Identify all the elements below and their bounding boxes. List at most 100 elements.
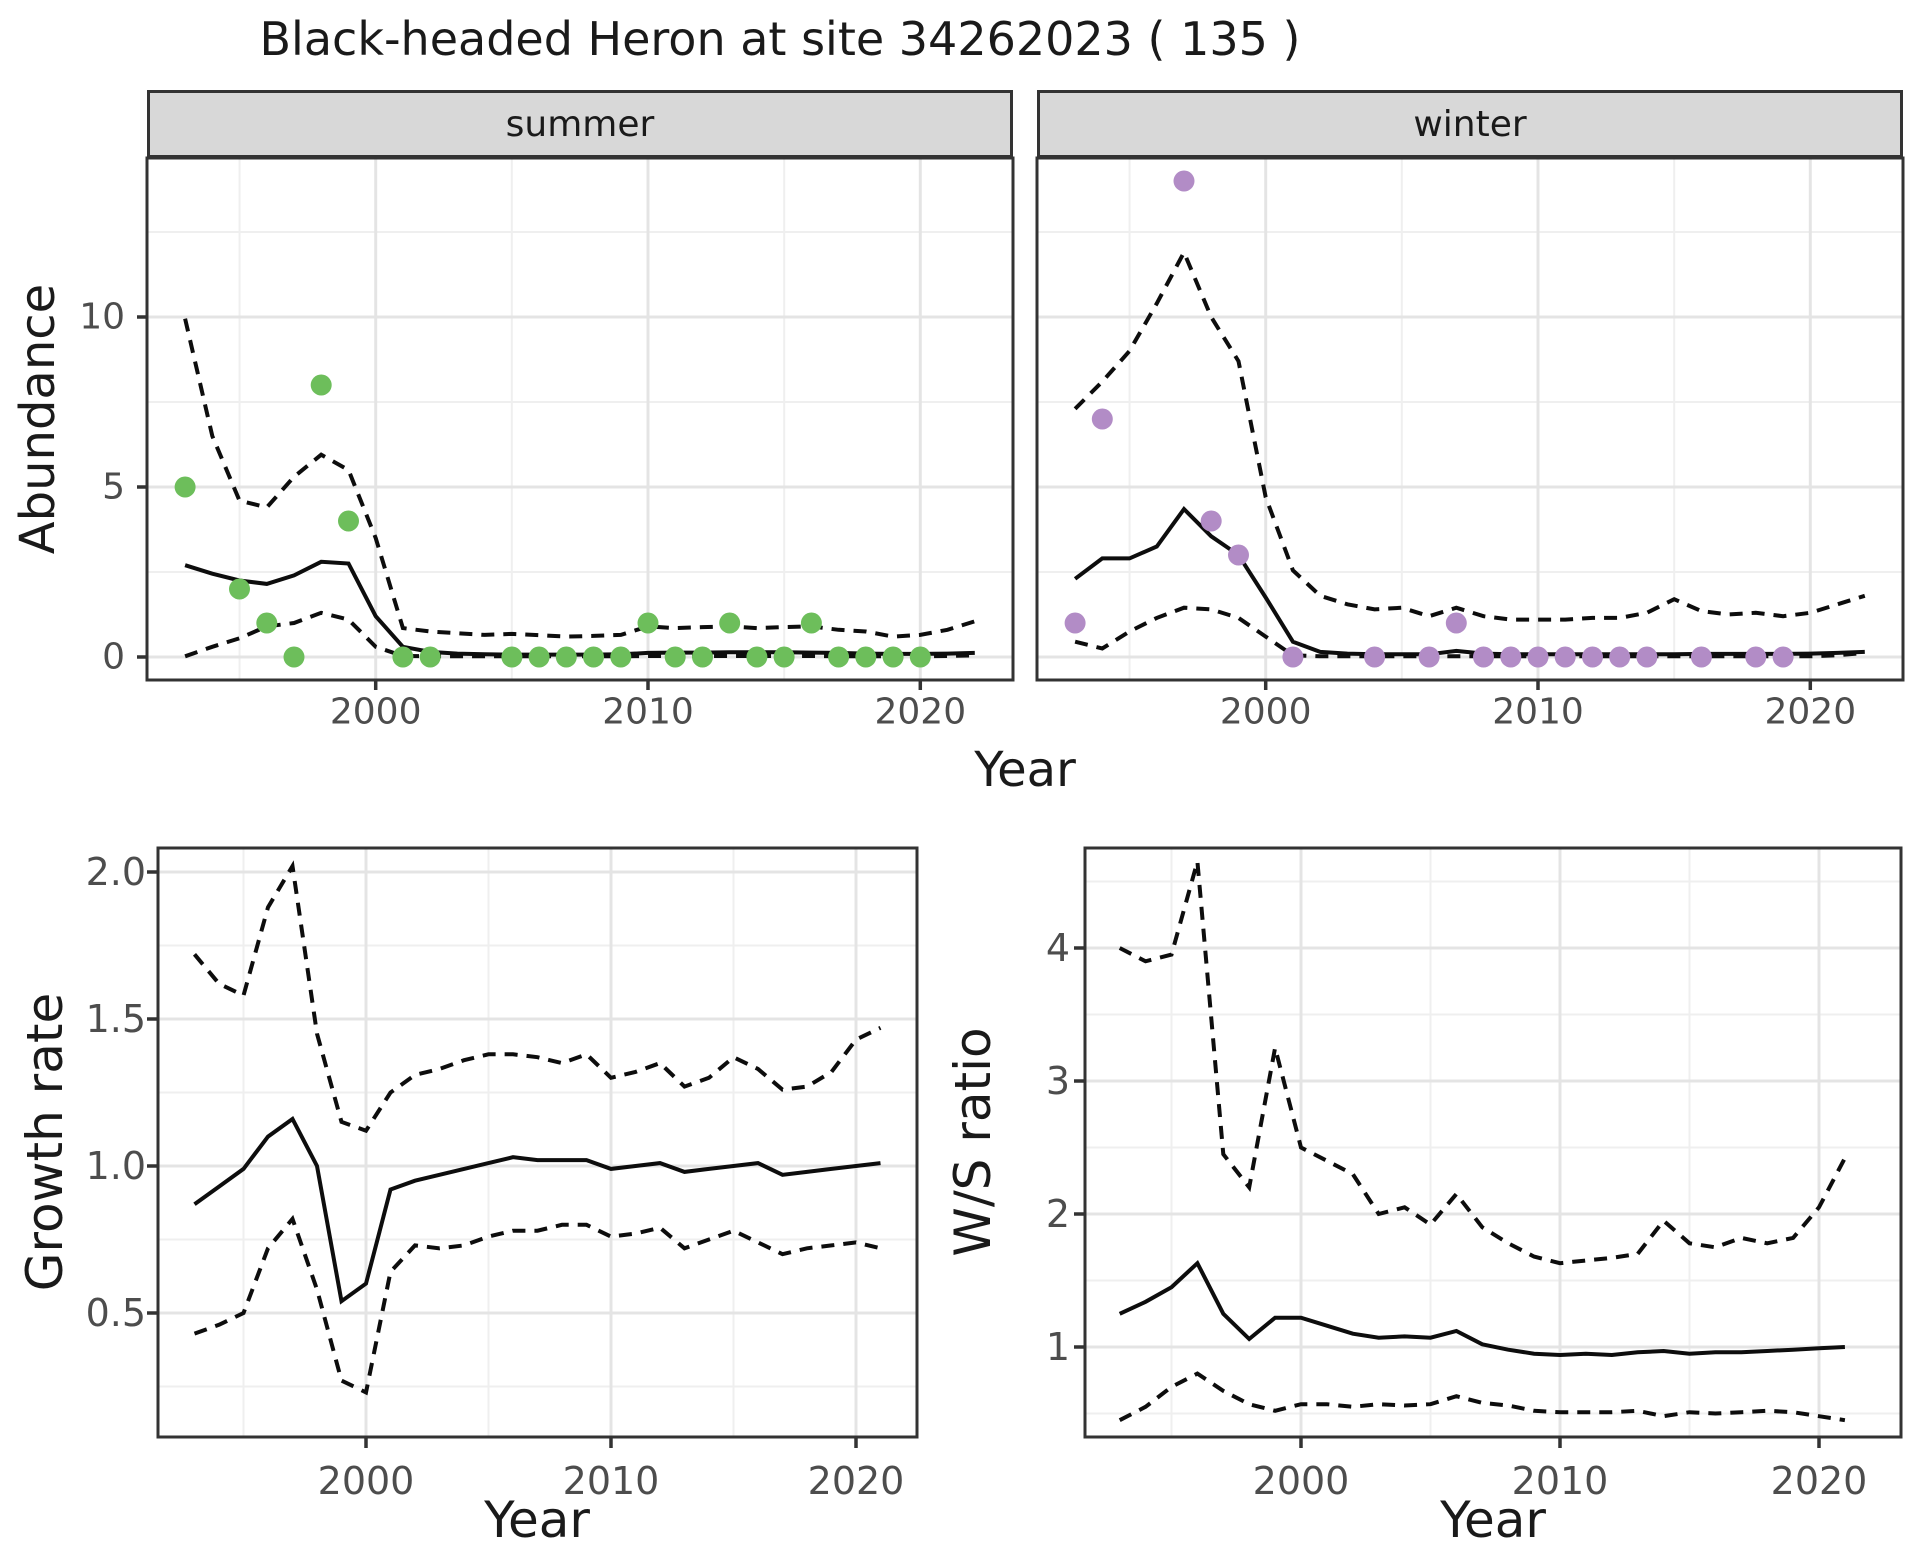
observed-point <box>1064 612 1086 634</box>
observed-point <box>1554 646 1576 668</box>
observed-point <box>1173 170 1195 192</box>
observed-counts-winter <box>1064 170 1794 668</box>
gridlines-growth-rate <box>158 848 917 1437</box>
x-tick-label: 2010 <box>563 1459 660 1503</box>
x-tick-label: 2020 <box>1764 692 1856 733</box>
y-tick-label: 1.0 <box>86 1144 146 1188</box>
upper-credible-interval-growth-rate <box>192 860 882 1134</box>
x-tick-label: 2020 <box>808 1459 905 1503</box>
panel-abundance-summer: 2000 2010 2020 0 5 10 <box>79 156 1015 733</box>
observed-point <box>719 612 741 634</box>
observed-point <box>528 646 550 668</box>
observed-point <box>338 510 359 532</box>
observed-point <box>1445 612 1467 634</box>
observed-point <box>1745 646 1767 668</box>
observed-point <box>828 646 850 668</box>
x-tick-label: 2020 <box>1771 1459 1868 1503</box>
y-tick-label: 2.0 <box>86 850 146 894</box>
facet-strip-summer-label: summer <box>505 103 655 145</box>
observed-point <box>692 646 713 668</box>
panel-ws-ratio: 2000 2010 2020 1 2 3 4 <box>1046 846 1903 1503</box>
y-axis-title-growth-rate: Growth rate <box>16 992 74 1292</box>
observed-point <box>610 646 632 668</box>
y-tick-label: 1 <box>1046 1325 1070 1369</box>
observed-counts-summer <box>174 374 931 668</box>
observed-point <box>664 646 686 668</box>
observed-point <box>1582 646 1603 668</box>
panel-border-abundance-summer <box>145 156 1015 682</box>
growth-rate-estimate-growth-rate <box>193 1116 881 1305</box>
x-tick-label: 2000 <box>318 1459 415 1503</box>
observed-point <box>555 646 577 668</box>
x-tick-label: 2010 <box>1492 692 1584 733</box>
observed-point <box>1473 646 1494 668</box>
observed-point <box>1527 646 1549 668</box>
y-tick-label: 5 <box>102 467 125 508</box>
lower-credible-interval-growth-rate <box>193 1214 881 1396</box>
x-tick-label: 2000 <box>330 692 422 733</box>
x-tick-label: 2020 <box>874 692 966 733</box>
observed-point <box>419 646 441 668</box>
upper-credible-interval-abundance-summer <box>183 318 976 639</box>
y-tick-label: 10 <box>79 297 125 338</box>
lower-credible-interval-abundance-summer <box>184 610 975 659</box>
observed-point <box>392 646 414 668</box>
ws-ratio-estimate-ws-ratio <box>1118 1259 1846 1358</box>
x-axis-title-top-year: Year <box>974 742 1076 798</box>
observed-point <box>746 646 768 668</box>
observed-point <box>855 646 877 668</box>
observed-point <box>1282 646 1304 668</box>
observed-point <box>1228 544 1249 566</box>
x-tick-label: 2000 <box>1220 692 1312 733</box>
y-tick-label: 3 <box>1046 1059 1070 1103</box>
lower-credible-interval-abundance-winter <box>1074 605 1865 659</box>
fitted-abundance-abundance-winter <box>1073 506 1865 657</box>
facet-strip-winter-label: winter <box>1413 103 1527 145</box>
x-tick-label: 2010 <box>1512 1459 1609 1503</box>
observed-point <box>1418 646 1440 668</box>
observed-point <box>773 646 795 668</box>
observed-point <box>1200 510 1222 532</box>
observed-point <box>501 646 523 668</box>
y-tick-label: 4 <box>1046 926 1070 970</box>
observed-point <box>583 646 604 668</box>
observed-point <box>283 646 305 668</box>
observed-point <box>229 578 250 600</box>
observed-point <box>909 646 931 668</box>
observed-point <box>1609 646 1631 668</box>
facet-strip-winter: winter <box>1037 90 1903 158</box>
panel-border-growth-rate <box>156 846 919 1439</box>
observed-point <box>174 476 196 498</box>
lower-credible-interval-ws-ratio <box>1118 1371 1846 1423</box>
panel-border-ws-ratio <box>1083 846 1903 1439</box>
observed-point <box>1500 646 1522 668</box>
y-tick-label: 0 <box>102 637 125 678</box>
x-axis-title-growth-year: Year <box>484 1491 590 1549</box>
observed-point <box>1091 408 1113 430</box>
y-axis-title-ws-ratio: W/S ratio <box>944 1027 1002 1257</box>
panel-growth-rate: 2000 2010 2020 0.5 1.0 1.5 2.0 <box>86 846 919 1503</box>
observed-point <box>1772 646 1794 668</box>
observed-point <box>882 646 904 668</box>
y-tick-label: 2 <box>1046 1192 1070 1236</box>
observed-point <box>310 374 332 396</box>
x-axis-title-ws-year: Year <box>1440 1491 1546 1549</box>
observed-point <box>1364 646 1386 668</box>
upper-credible-interval-abundance-winter <box>1073 247 1866 622</box>
observed-point <box>800 612 822 634</box>
observed-point <box>1690 646 1712 668</box>
observed-point <box>256 612 278 634</box>
observed-point <box>1636 646 1658 668</box>
plot-title: Black-headed Heron at site 34262023 ( 13… <box>259 12 1301 66</box>
x-tick-label: 2000 <box>1253 1459 1350 1503</box>
y-axis-title-abundance: Abundance <box>10 283 66 555</box>
panel-border-abundance-winter <box>1035 156 1905 682</box>
upper-credible-interval-ws-ratio <box>1118 860 1847 1266</box>
observed-point <box>637 612 659 634</box>
y-tick-label: 1.5 <box>86 997 146 1041</box>
x-tick-label: 2010 <box>602 692 694 733</box>
panel-abundance-winter: 2000 2010 2020 <box>1035 156 1905 733</box>
facet-strip-summer: summer <box>147 90 1013 158</box>
